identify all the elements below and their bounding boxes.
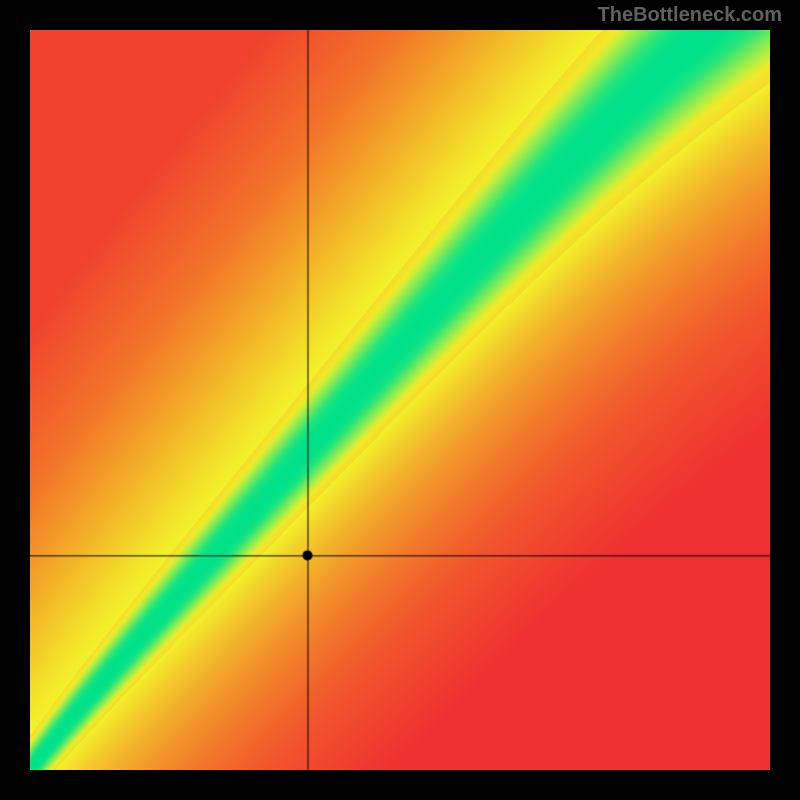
bottleneck-heatmap	[30, 30, 770, 770]
watermark-text: TheBottleneck.com	[598, 4, 782, 27]
heatmap-canvas	[30, 30, 770, 770]
